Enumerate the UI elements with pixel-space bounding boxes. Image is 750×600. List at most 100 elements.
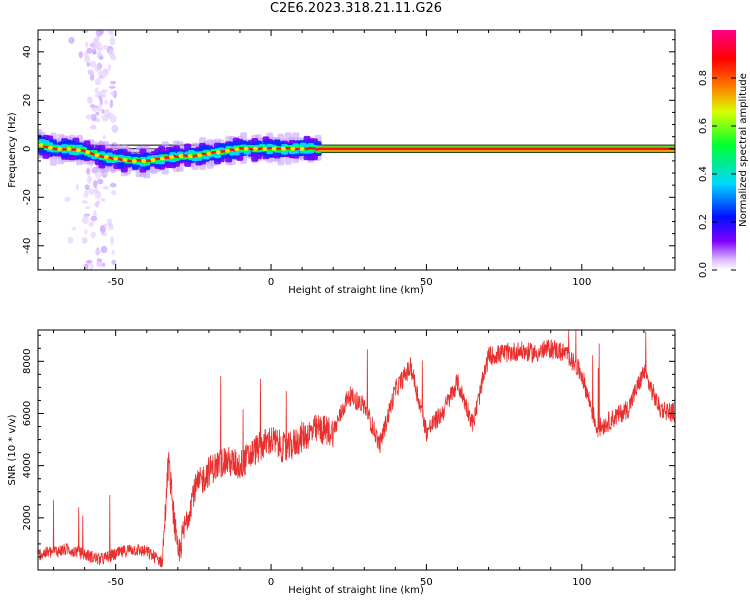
noise-speck [109,114,117,123]
ridge-peak-dot [187,154,193,159]
noise-speck [110,31,115,37]
noise-speck [90,215,98,222]
noise-speck [110,54,117,61]
ridge-peak-dot [75,148,81,153]
spectrogram-x-ticks: -50 0 50 100 [53,30,676,288]
noise-speck [94,78,102,86]
noise-speck [92,48,97,55]
ridge-peak-dot [38,142,44,147]
x-tick-label: 50 [420,577,433,588]
noise-speck [86,62,91,67]
noise-speck [89,60,97,68]
noise-speck [110,80,117,85]
noise-speck [89,263,94,269]
colorbar-tick-label: 0.6 [698,118,709,134]
noise-speck [84,184,90,191]
noise-speck [68,36,75,44]
noise-speck [102,44,109,50]
noise-speck [109,182,117,188]
snr-frame [37,329,676,571]
colorbar-gradient [712,30,736,270]
noise-speck [111,250,115,255]
spectrogram-frame [37,29,676,271]
y-tick-label: 0 [22,146,33,152]
noise-speck [101,94,107,98]
noise-speck [75,183,79,191]
snr-marks [38,330,675,568]
ridge-peak-dot [262,146,268,151]
x-tick-label: 0 [268,277,274,288]
noise-speck [110,236,115,245]
ridge-peak-dot [131,158,137,163]
noise-speck [108,85,116,89]
noise-speck [84,229,88,235]
y-tick-label: 20 [22,94,33,107]
noise-speck [84,263,89,270]
noise-speck [86,47,93,54]
noise-speck [85,206,91,210]
noise-speck [111,124,119,133]
noise-speck [95,172,101,179]
colorbar-tick-label: 0.2 [698,214,709,230]
spectrogram-x-label: Height of straight line (km) [288,285,424,296]
noise-speck [89,125,97,130]
ridge-peak-dot [271,146,277,151]
noise-speck [88,221,94,228]
noise-speck [96,104,102,112]
noise-speck [99,55,104,61]
ridge-peak-dot [141,158,147,163]
noise-speck [108,222,114,231]
ridge-peak-dot [178,154,184,159]
noise-speck [111,189,117,196]
ridge-peak-dot [94,153,100,158]
ridge-peak-dot [85,150,91,155]
noise-speck [83,190,89,199]
noise-speck [100,197,106,202]
noise-speck [95,30,103,37]
noise-speck [107,64,112,71]
snr-panel: -50 0 50 100 2000 4000 6000 8000 Height of str… [7,329,676,596]
colorbar-tick-label: 0.4 [698,166,709,182]
ridge-peak-dot [253,146,259,151]
noise-speck [96,118,101,123]
snr-x-label: Height of straight line (km) [288,585,424,596]
ridge-peak-dot [225,148,231,153]
ridge-peak-dot [206,151,212,156]
noise-speck [92,210,97,218]
noise-speck [104,99,109,105]
noise-speck [93,202,100,207]
ridge-peak-dot [243,146,249,151]
noise-speck [102,89,108,93]
ridge-peak-dot [280,146,286,151]
noise-speck [101,262,106,267]
ridge-peak-dot [159,156,165,161]
ridge-peak-dot [215,150,221,155]
noise-speck [100,245,108,254]
snr-plot-area [38,330,675,570]
noise-speck [91,166,99,174]
ridge-peak-dot [47,145,53,150]
x-tick-label: 100 [572,277,591,288]
y-tick-label: 40 [22,45,33,58]
x-tick-label: -50 [108,577,124,588]
spectrogram-y-label: Frequency (Hz) [7,112,18,188]
ridge-peak-dot [299,146,305,151]
spectrogram-y-ticks: -40 -20 0 20 40 [22,39,675,271]
y-tick-label: 6000 [22,401,33,426]
ridge-peak-dot [103,155,109,160]
colorbar-label: Normalized spectral amplitude [738,73,749,227]
noise-speck [97,178,104,185]
noise-speck [100,75,106,80]
snr-series-line [38,330,675,568]
noise-speck [88,188,96,195]
noise-speck [109,99,114,108]
noise-speck [85,114,93,120]
x-tick-label: 50 [420,277,433,288]
colorbar-ticks: 0.0 0.2 0.4 0.6 0.8 [698,70,736,278]
noise-speck [71,226,77,231]
noise-speck [64,196,71,202]
ridge-peak-dot [290,146,296,151]
noise-speck [99,98,103,106]
noise-speck [90,231,96,239]
